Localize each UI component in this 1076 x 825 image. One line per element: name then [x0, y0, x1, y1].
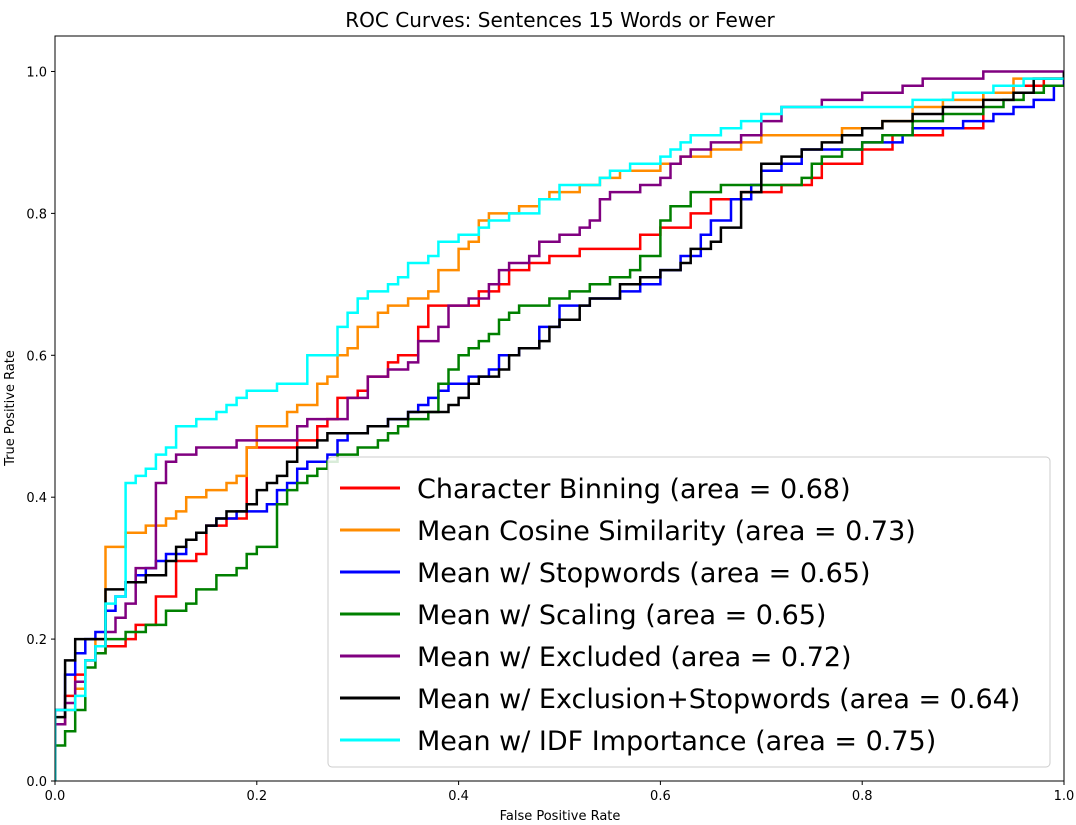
x-tick-label: 0.6 [650, 789, 671, 804]
plot-area: 0.0 0.2 0.4 0.6 0.8 1.0 0.0 0.2 0.4 0.6 0.8 1.0 Char… [26, 35, 1075, 804]
y-tick-label: 0.0 [26, 775, 47, 790]
series-line-6 [55, 77, 1064, 781]
x-axis-label: False Positive Rate [500, 809, 621, 824]
legend: Character Binning (area = 0.68) Mean Cosi… [327, 456, 1051, 768]
y-tick-label: 0.8 [26, 207, 47, 222]
x-tick-label: 1.0 [1054, 789, 1075, 804]
legend-label-0: Character Binning (area = 0.68) [417, 474, 851, 505]
legend-label-3: Mean w/ Scaling (area = 0.65) [417, 600, 826, 631]
x-tick-label: 0.2 [246, 789, 267, 804]
series-line-3 [55, 84, 1064, 781]
x-tick-label: 0.8 [852, 789, 873, 804]
plot-frame [54, 35, 1065, 782]
legend-label-1: Mean Cosine Similarity (area = 0.73) [417, 516, 916, 547]
x-tick-label: 0.4 [448, 789, 469, 804]
x-tick-label: 0.0 [45, 789, 66, 804]
y-tick-label: 0.6 [26, 349, 47, 364]
series-group [55, 70, 1064, 781]
y-tick-label: 0.4 [26, 491, 47, 506]
series-line-5 [55, 71, 1064, 781]
series-line-1 [55, 71, 1064, 781]
legend-label-4: Mean w/ Excluded (area = 0.72) [417, 642, 852, 673]
legend-label-6: Mean w/ IDF Importance (area = 0.75) [417, 726, 936, 757]
series-line-4 [55, 70, 1064, 781]
y-tick-label: 0.2 [26, 633, 47, 648]
legend-label-5: Mean w/ Exclusion+Stopwords (area = 0.64… [417, 684, 1020, 715]
y-axis-label: True Positive Rate [3, 350, 18, 467]
legend-label-2: Mean w/ Stopwords (area = 0.65) [417, 558, 871, 589]
y-tick-label: 1.0 [26, 65, 47, 80]
legend-box [327, 456, 1051, 768]
chart-title: ROC Curves: Sentences 15 Words or Fewer [345, 8, 775, 32]
